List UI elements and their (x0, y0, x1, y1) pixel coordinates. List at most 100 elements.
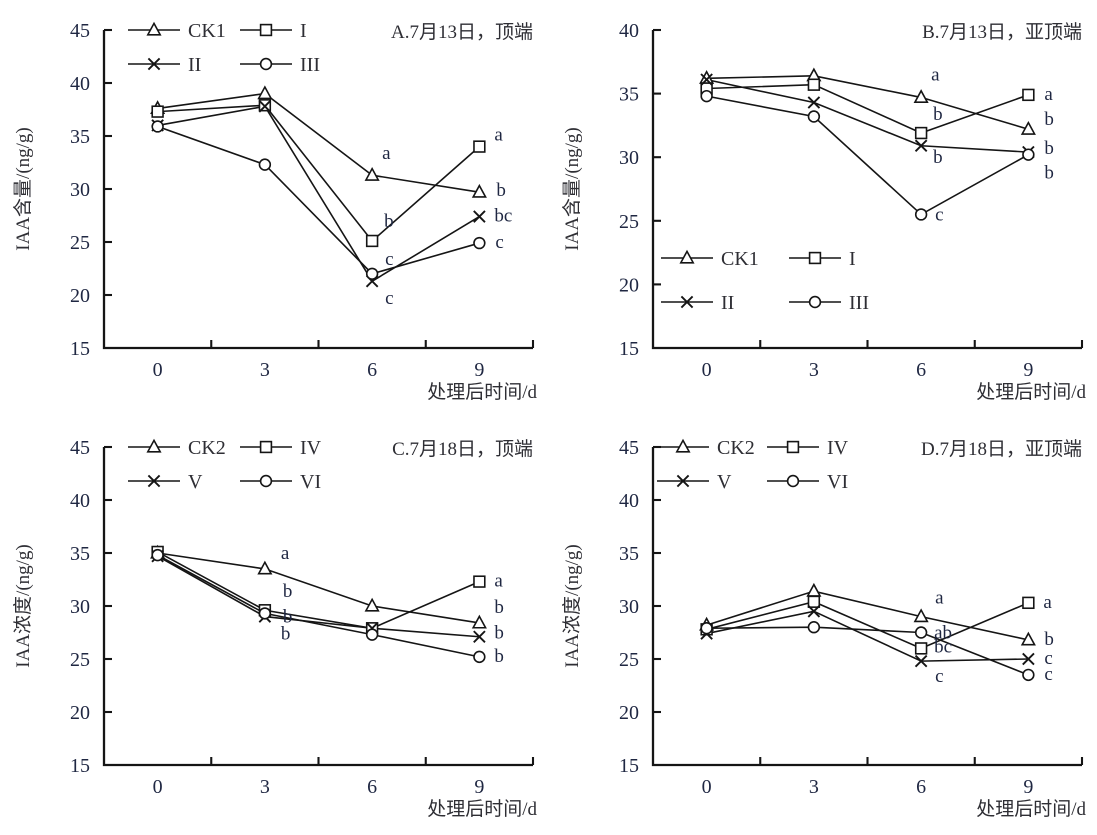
significance-label: b (283, 607, 293, 628)
x-tick-label: 9 (474, 359, 484, 381)
significance-label: c (385, 288, 393, 309)
significance-label: c (935, 204, 943, 225)
series-II-line (157, 105, 480, 283)
significance-label: c (935, 666, 943, 687)
significance-label: a (494, 571, 503, 592)
legend-marker-triangle (679, 249, 695, 264)
legend-marker-x (147, 57, 161, 71)
series-IV-marker-square (473, 575, 486, 588)
x-axis-title: 处理后时间/d (427, 798, 537, 820)
y-tick-label: 25 (619, 211, 639, 233)
significance-label: a (931, 64, 940, 85)
series-IV-line (157, 551, 480, 630)
legend-marker-square (808, 251, 822, 265)
significance-label: c (495, 232, 503, 253)
series-CK2-line (157, 552, 480, 624)
significance-label: a (1044, 84, 1053, 105)
series-CK2-line (706, 590, 1029, 641)
significance-label: c (1044, 664, 1052, 685)
series-CK2-marker-triangle (257, 560, 273, 575)
series-CK2-marker-triangle (1020, 631, 1036, 646)
legend-marker-circle (808, 295, 822, 309)
significance-label: a (935, 588, 944, 609)
series-VI-marker-circle (807, 621, 821, 634)
x-tick-label: 9 (474, 776, 484, 798)
x-tick-label: 0 (153, 776, 163, 798)
legend-marker-circle (259, 474, 273, 488)
y-tick-label: 40 (619, 20, 639, 42)
significance-label: a (382, 143, 391, 164)
chart-panel-c-july18-apex: 15 20 25 30 35 40 45 0 3 6 9 IAA浓度/(ng/g) 处理后时间/d C.7… (0, 417, 549, 835)
series-I-marker-square (914, 126, 928, 140)
legend-label-I: I (849, 248, 856, 270)
series-III-marker-circle (700, 89, 713, 103)
series-IV-marker-square (914, 642, 928, 655)
legend-label-V: V (717, 471, 732, 493)
significance-label: b (1044, 138, 1054, 159)
series-I-marker-square (151, 105, 164, 118)
legend-label-III: III (849, 292, 869, 314)
series-V-marker-x (914, 654, 928, 668)
series-CK2-marker-triangle (806, 582, 822, 597)
significance-label: b (496, 180, 506, 201)
legend-marker-circle (786, 474, 800, 488)
series-III-marker-circle (914, 208, 928, 221)
chart-panel-d-july18-subapex: 15 20 25 30 35 40 45 0 3 6 9 IAA浓度/(ng/g) 处理后时间/d D.7… (549, 417, 1097, 835)
x-tick-label: 9 (1023, 359, 1033, 381)
legend-marker-circle (259, 57, 273, 71)
axis-lines (102, 30, 533, 350)
y-axis-title: IAA含量/(ng/g) (12, 127, 34, 250)
y-tick-label: 45 (70, 20, 90, 42)
significance-label: b (1044, 109, 1054, 130)
y-tick-label: 15 (619, 755, 639, 777)
series-CK1-marker-triangle (364, 166, 380, 181)
series-VI-line (157, 554, 480, 658)
legend-label-IV: IV (300, 437, 322, 459)
significance-label: a (494, 125, 503, 146)
series-CK2-marker-triangle (913, 608, 929, 623)
axis-lines (651, 30, 1082, 350)
significance-label: b (494, 597, 504, 618)
y-axis-title: IAA含量/(ng/g) (561, 127, 583, 250)
panel-title: A.7月13日，顶端 (391, 21, 533, 43)
line-chart-C: 15 20 25 30 35 40 45 0 3 6 9 IAA浓度/(ng/g) 处理后时间/d C.7… (12, 437, 537, 820)
legend-label-I: I (300, 20, 307, 42)
legend-label-VI: VI (300, 471, 321, 493)
y-axis-title: IAA浓度/(ng/g) (561, 544, 583, 667)
series-I-marker-square (807, 78, 821, 91)
series-V-marker-x (1022, 652, 1035, 666)
series-III-line (157, 125, 480, 275)
y-tick-label: 40 (619, 490, 639, 512)
legend-marker-triangle (146, 21, 162, 36)
series-III-marker-circle (473, 236, 486, 250)
legend-marker-triangle (675, 438, 691, 453)
legend-marker-square (786, 440, 800, 454)
y-tick-label: 35 (70, 126, 90, 148)
series-II-marker-x (473, 210, 486, 223)
chart-panel-b-july13-subapex: 15 20 25 30 35 40 0 3 6 9 IAA含量/(ng/g) 处理后时间/d B.7月1… (549, 0, 1097, 417)
legend-label-VI: VI (827, 471, 848, 493)
y-tick-label: 20 (70, 285, 90, 307)
y-tick-label: 25 (70, 232, 90, 254)
series-CK2-marker-triangle (364, 597, 380, 612)
line-chart-B: 15 20 25 30 35 40 0 3 6 9 IAA含量/(ng/g) 处理后时间/d B.7月1… (561, 20, 1086, 403)
series-VI-marker-circle (473, 650, 486, 664)
significance-label: a (281, 543, 290, 564)
series-VI-marker-circle (151, 548, 164, 562)
x-tick-label: 3 (809, 359, 819, 381)
y-tick-label: 30 (619, 596, 639, 618)
y-tick-label: 30 (619, 147, 639, 169)
series-III-marker-circle (1022, 148, 1035, 161)
x-tick-label: 0 (702, 776, 712, 798)
x-axis-title: 处理后时间/d (976, 381, 1086, 403)
y-axis-title: IAA浓度/(ng/g) (12, 544, 34, 667)
legend-marker-x (676, 474, 690, 488)
x-tick-label: 9 (1023, 776, 1033, 798)
series-CK1-line (157, 92, 480, 193)
legend-label-II: II (188, 54, 201, 76)
series-VI-marker-circle (365, 628, 379, 641)
series-CK2-marker-triangle (471, 614, 487, 629)
legend-marker-square (259, 440, 273, 454)
series-II-line (706, 78, 1029, 153)
legend-label-IV: IV (827, 437, 849, 459)
